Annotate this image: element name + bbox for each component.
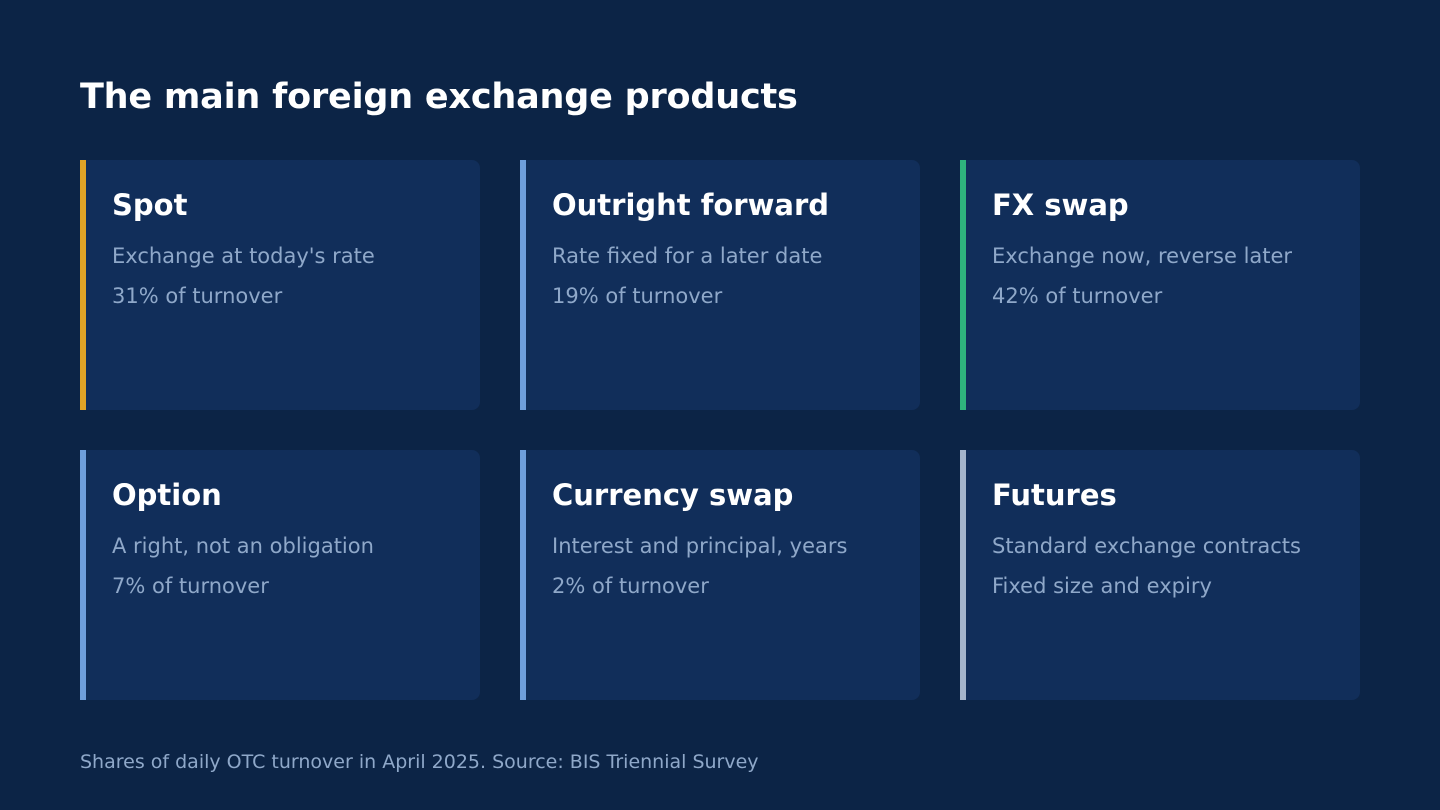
card-currency-swap: Currency swap Interest and principal, ye… [520, 450, 920, 700]
card-description: A right, not an obligation [112, 534, 374, 558]
card-outright-forward: Outright forward Rate fixed for a later … [520, 160, 920, 410]
card-share: 19% of turnover [552, 284, 723, 308]
card-title: Spot [112, 188, 188, 222]
card-accent-bar [960, 450, 966, 700]
card-accent-bar [520, 450, 526, 700]
card-share: 2% of turnover [552, 574, 709, 598]
card-share: 31% of turnover [112, 284, 283, 308]
slide-title: The main foreign exchange products [80, 77, 798, 117]
card-share: 42% of turnover [992, 284, 1163, 308]
card-title: Option [112, 478, 222, 512]
card-accent-bar [520, 160, 526, 410]
card-description: Interest and principal, years [552, 534, 848, 558]
card-detail: Fixed size and expiry [992, 574, 1212, 598]
card-title: Currency swap [552, 478, 794, 512]
card-spot: Spot Exchange at today's rate 31% of tur… [80, 160, 480, 410]
card-accent-bar [80, 160, 86, 410]
card-fx-swap: FX swap Exchange now, reverse later 42% … [960, 160, 1360, 410]
card-title: Outright forward [552, 188, 830, 222]
card-description: Standard exchange contracts [992, 534, 1301, 558]
card-option: Option A right, not an obligation 7% of … [80, 450, 480, 700]
card-accent-bar [960, 160, 966, 410]
card-description: Exchange now, reverse later [992, 244, 1293, 268]
card-futures: Futures Standard exchange contracts Fixe… [960, 450, 1360, 700]
card-title: FX swap [992, 188, 1129, 222]
card-accent-bar [80, 450, 86, 700]
card-description: Rate fixed for a later date [552, 244, 823, 268]
source-footnote: Shares of daily OTC turnover in April 20… [80, 751, 759, 773]
product-cards-grid: Spot Exchange at today's rate 31% of tur… [80, 160, 1360, 700]
card-share: 7% of turnover [112, 574, 269, 598]
card-title: Futures [992, 478, 1117, 512]
card-description: Exchange at today's rate [112, 244, 375, 268]
